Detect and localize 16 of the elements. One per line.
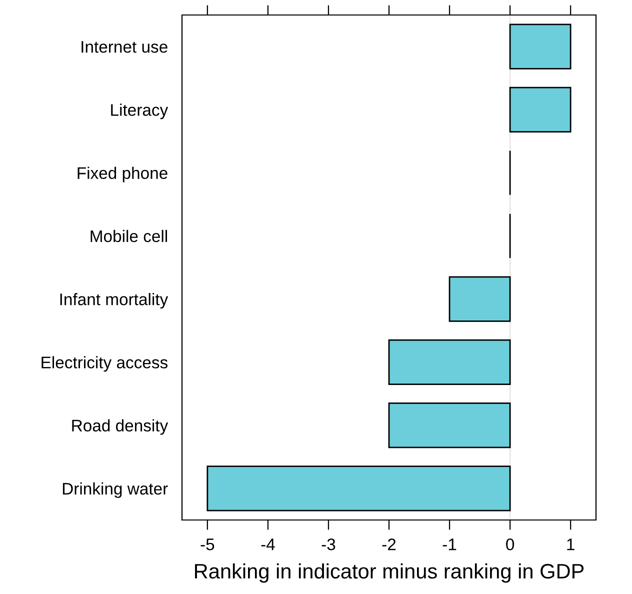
y-tick-label: Electricity access bbox=[42, 356, 168, 372]
x-tick-label: 0 bbox=[506, 538, 514, 550]
x-axis-title: Ranking in indicator minus ranking in GDP bbox=[195, 563, 584, 583]
x-tick-label: -2 bbox=[382, 538, 396, 550]
x-tick-label: -3 bbox=[322, 538, 336, 550]
y-tick-label: Drinking water bbox=[62, 482, 168, 498]
y-tick-label: Literacy bbox=[111, 104, 168, 120]
x-tick-label: 1 bbox=[567, 538, 574, 550]
y-tick-label: Mobile cell bbox=[90, 230, 167, 242]
y-tick-label: Road density bbox=[72, 419, 168, 435]
y-tick-label: Fixed phone bbox=[78, 166, 168, 182]
y-tick-label: Internet use bbox=[82, 41, 168, 53]
x-tick-label: -1 bbox=[442, 538, 456, 550]
y-tick-label: Infant mortality bbox=[60, 293, 168, 309]
x-tick-label: -5 bbox=[200, 538, 214, 550]
x-tick-label: -4 bbox=[261, 538, 275, 550]
